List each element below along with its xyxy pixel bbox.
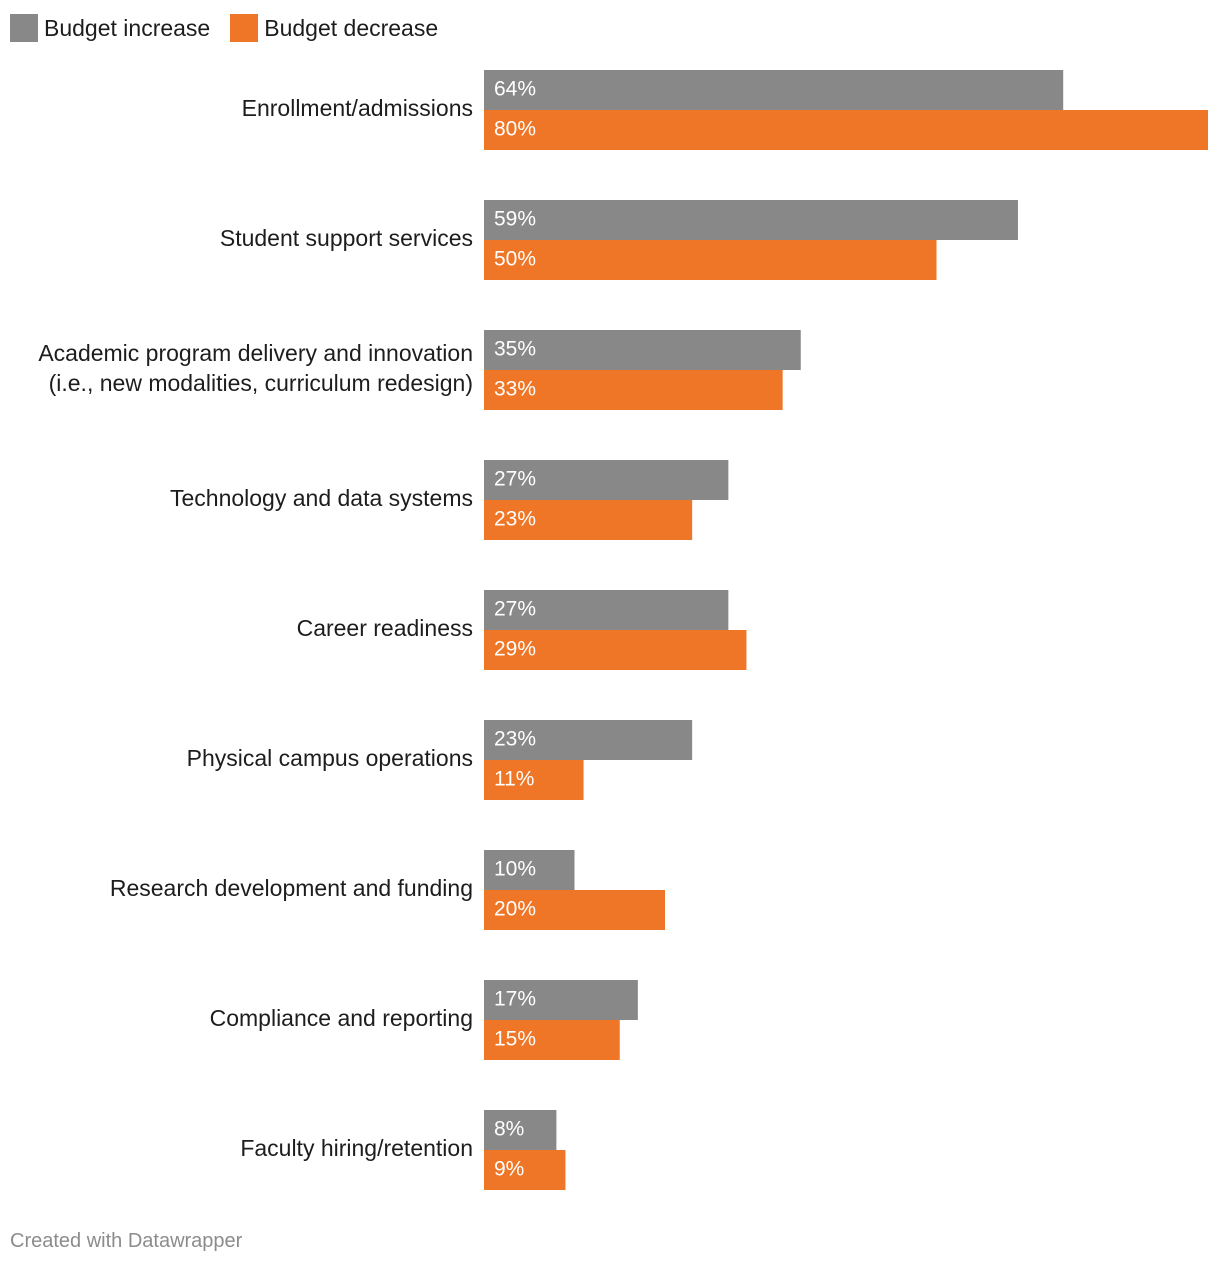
bar-budget-decrease bbox=[484, 1020, 620, 1060]
bar-group: Faculty hiring/retention 8% 9% bbox=[240, 1110, 566, 1190]
footer-credit: Created with Datawrapper bbox=[10, 1230, 243, 1252]
bar-budget-increase bbox=[484, 720, 693, 760]
category-label: Enrollment/admissions bbox=[242, 95, 473, 121]
bar-group: Academic program delivery and innovation… bbox=[38, 330, 801, 410]
bar-budget-decrease bbox=[484, 500, 693, 540]
bar-budget-decrease bbox=[484, 1150, 566, 1190]
data-label-budget-increase: 64% bbox=[494, 78, 536, 101]
data-label-budget-decrease: 29% bbox=[494, 638, 536, 661]
bar-group: Compliance and reporting 17% 15% bbox=[210, 980, 638, 1060]
bar-budget-increase bbox=[484, 980, 638, 1020]
bar-budget-decrease bbox=[484, 370, 783, 410]
bar-group: Enrollment/admissions 64% 80% bbox=[242, 70, 1208, 150]
category-label: Student support services bbox=[220, 225, 473, 251]
category-label: Faculty hiring/retention bbox=[240, 1135, 473, 1161]
legend-swatch-budget-decrease bbox=[230, 14, 259, 42]
category-label: Career readiness bbox=[297, 615, 473, 641]
data-label-budget-increase: 10% bbox=[494, 858, 536, 881]
legend-label-budget-decrease: Budget decrease bbox=[264, 14, 439, 41]
bar-budget-increase bbox=[484, 1110, 557, 1150]
bar-budget-increase bbox=[484, 330, 801, 370]
data-label-budget-increase: 35% bbox=[494, 338, 536, 361]
data-label-budget-decrease: 50% bbox=[494, 248, 536, 271]
bar-group: Technology and data systems 27% 23% bbox=[170, 460, 729, 540]
legend-item-budget-decrease: Budget decrease bbox=[230, 14, 438, 42]
data-label-budget-decrease: 80% bbox=[494, 118, 536, 141]
bar-budget-decrease bbox=[484, 630, 747, 670]
bar-budget-increase bbox=[484, 70, 1064, 110]
category-label: Physical campus operations bbox=[187, 745, 473, 771]
bar-budget-increase bbox=[484, 460, 729, 500]
legend: Budget increase Budget decrease bbox=[10, 14, 458, 42]
category-label: Technology and data systems bbox=[170, 485, 473, 511]
data-label-budget-decrease: 33% bbox=[494, 378, 536, 401]
legend-label-budget-increase: Budget increase bbox=[44, 14, 211, 41]
bar-budget-decrease bbox=[484, 890, 665, 930]
data-label-budget-increase: 23% bbox=[494, 728, 536, 751]
category-label: Compliance and reporting bbox=[210, 1005, 473, 1031]
bar-budget-decrease bbox=[484, 760, 584, 800]
legend-item-budget-increase: Budget increase bbox=[10, 14, 210, 42]
bar-group: Physical campus operations 23% 11% bbox=[187, 720, 693, 800]
data-label-budget-increase: 27% bbox=[494, 598, 536, 621]
data-label-budget-decrease: 9% bbox=[494, 1158, 524, 1181]
category-label: Research development and funding bbox=[110, 875, 473, 901]
bar-budget-decrease bbox=[484, 240, 937, 280]
bar-budget-decrease bbox=[484, 110, 1208, 150]
data-label-budget-increase: 17% bbox=[494, 988, 536, 1011]
category-label: Academic program delivery and innovation… bbox=[38, 340, 473, 396]
legend-swatch-budget-increase bbox=[10, 14, 38, 42]
data-label-budget-increase: 59% bbox=[494, 208, 536, 231]
data-label-budget-increase: 8% bbox=[494, 1118, 524, 1141]
bar-budget-increase bbox=[484, 200, 1018, 240]
bar-budget-increase bbox=[484, 850, 575, 890]
bar-budget-increase bbox=[484, 590, 729, 630]
data-label-budget-decrease: 23% bbox=[494, 508, 536, 531]
bar-group: Career readiness 27% 29% bbox=[297, 590, 747, 670]
data-label-budget-decrease: 11% bbox=[494, 768, 534, 791]
bar-group: Student support services 59% 50% bbox=[220, 200, 1018, 280]
data-label-budget-decrease: 20% bbox=[494, 898, 536, 921]
data-label-budget-decrease: 15% bbox=[494, 1028, 536, 1051]
data-label-budget-increase: 27% bbox=[494, 468, 536, 491]
bar-group: Research development and funding 10% 20% bbox=[110, 850, 665, 930]
